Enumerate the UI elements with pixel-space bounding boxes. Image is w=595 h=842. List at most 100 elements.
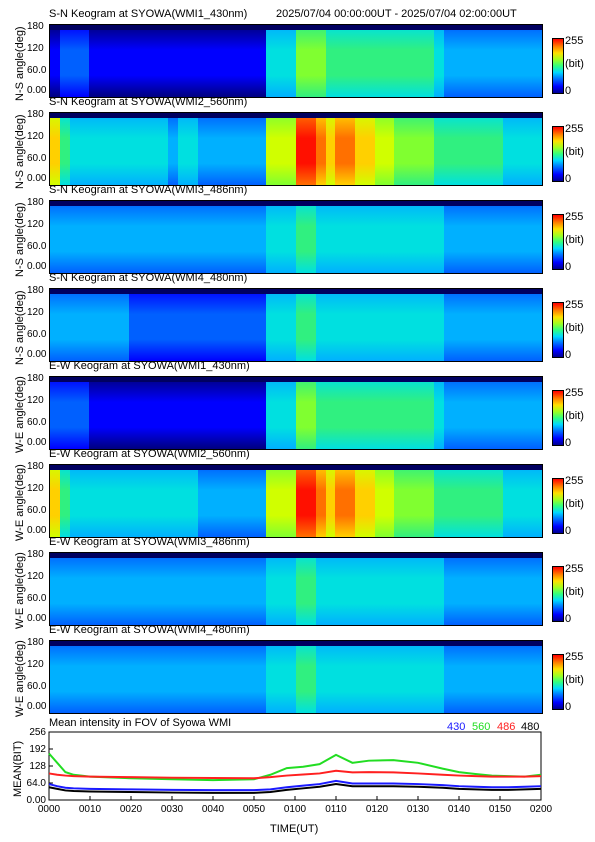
keogram-column	[473, 465, 484, 537]
keogram-column	[50, 465, 61, 537]
keogram-column	[59, 289, 71, 361]
keogram-column	[138, 25, 150, 97]
keogram-column	[325, 641, 337, 713]
time-range: 2025/07/04 00:00:00UT - 2025/07/04 02:00…	[276, 8, 517, 20]
keogram-column	[158, 465, 170, 537]
keogram-column	[522, 289, 534, 361]
series-line-480	[48, 783, 542, 794]
keogram-column	[296, 465, 307, 537]
xtick-label: 0120	[366, 804, 389, 815]
panel-ylabel: W-E angle(deg)	[14, 552, 26, 629]
keogram-column	[227, 465, 238, 537]
keogram-column	[148, 201, 160, 273]
keogram-column	[266, 641, 278, 713]
colorbar-min-label: 0	[565, 701, 572, 713]
keogram-column	[305, 465, 317, 537]
keogram-column	[177, 377, 189, 449]
keogram-column	[286, 553, 297, 625]
panel-ytick: 0.00	[27, 261, 47, 272]
keogram-column	[364, 465, 376, 537]
series-line-430	[48, 779, 542, 792]
keogram-column	[335, 377, 347, 449]
keogram-column	[473, 377, 484, 449]
keogram-column	[463, 553, 475, 625]
legend-480: 480	[521, 721, 540, 733]
keogram-column	[453, 641, 465, 713]
panel-ytick: 0.00	[27, 349, 47, 360]
keogram-column	[374, 465, 386, 537]
keogram-column	[532, 553, 542, 625]
keogram-column	[89, 25, 101, 97]
keogram-column	[364, 553, 376, 625]
colorbar-min-label: 0	[565, 85, 572, 97]
keogram-column	[414, 113, 425, 185]
keogram-column	[50, 377, 61, 449]
keogram-column	[394, 641, 406, 713]
keogram-column	[502, 465, 514, 537]
keogram-column	[384, 201, 396, 273]
keogram-column	[315, 289, 327, 361]
keogram-column	[355, 465, 366, 537]
keogram-column	[59, 113, 71, 185]
keogram-column	[69, 377, 81, 449]
colorbar	[552, 566, 564, 622]
keogram-column	[246, 465, 258, 537]
keogram-top-strip	[50, 553, 542, 558]
keogram-column	[187, 553, 199, 625]
keogram-column	[453, 553, 465, 625]
panel-title: S-N Keogram at SYOWA(WMI2_560nm)	[49, 96, 248, 108]
keogram-column	[364, 377, 376, 449]
keogram-column	[482, 201, 494, 273]
keogram-column	[522, 25, 534, 97]
keogram-column	[364, 289, 376, 361]
keogram-column	[335, 113, 347, 185]
keogram-column	[217, 377, 229, 449]
colorbar-unit-label: (bit)	[565, 410, 584, 422]
panel-ylabel: N-S angle(deg)	[14, 202, 26, 277]
keogram-column	[89, 201, 101, 273]
keogram-column	[69, 289, 81, 361]
keogram-column	[109, 289, 120, 361]
keogram-column	[217, 113, 229, 185]
panel-title: E-W Keogram at SYOWA(WMI1_430nm)	[49, 360, 250, 372]
keogram-column	[50, 201, 61, 273]
keogram-column	[453, 377, 465, 449]
keogram-column	[256, 641, 268, 713]
keogram-panel	[49, 112, 543, 186]
panel-ytick: 120	[27, 43, 44, 54]
keogram-column	[168, 201, 179, 273]
ytick-label: 64.0	[27, 778, 47, 789]
keogram-column	[492, 641, 504, 713]
panel-ytick: 60.0	[27, 593, 47, 604]
keogram-column	[197, 377, 209, 449]
xtick-label: 0110	[325, 804, 347, 815]
keogram-column	[138, 465, 150, 537]
keogram-column	[502, 641, 514, 713]
keogram-column	[414, 289, 425, 361]
keogram-column	[148, 553, 160, 625]
keogram-column	[315, 25, 327, 97]
keogram-column	[404, 25, 416, 97]
keogram-panel	[49, 552, 543, 626]
keogram-column	[296, 641, 307, 713]
panel-ylabel: W-E angle(deg)	[14, 376, 26, 453]
keogram-column	[187, 25, 199, 97]
keogram-column	[423, 113, 435, 185]
keogram-column	[433, 201, 445, 273]
keogram-column	[158, 641, 170, 713]
keogram-column	[335, 25, 347, 97]
keogram-column	[473, 641, 484, 713]
keogram-column	[394, 465, 406, 537]
keogram-column	[168, 465, 179, 537]
keogram-column	[296, 25, 307, 97]
keogram-column	[355, 641, 366, 713]
keogram-column	[404, 289, 416, 361]
keogram-column	[276, 377, 288, 449]
keogram-column	[433, 289, 445, 361]
keogram-column	[246, 553, 258, 625]
keogram-column	[305, 289, 317, 361]
keogram-column	[325, 113, 337, 185]
keogram-column	[335, 289, 347, 361]
keogram-column	[374, 113, 386, 185]
keogram-column	[227, 377, 238, 449]
